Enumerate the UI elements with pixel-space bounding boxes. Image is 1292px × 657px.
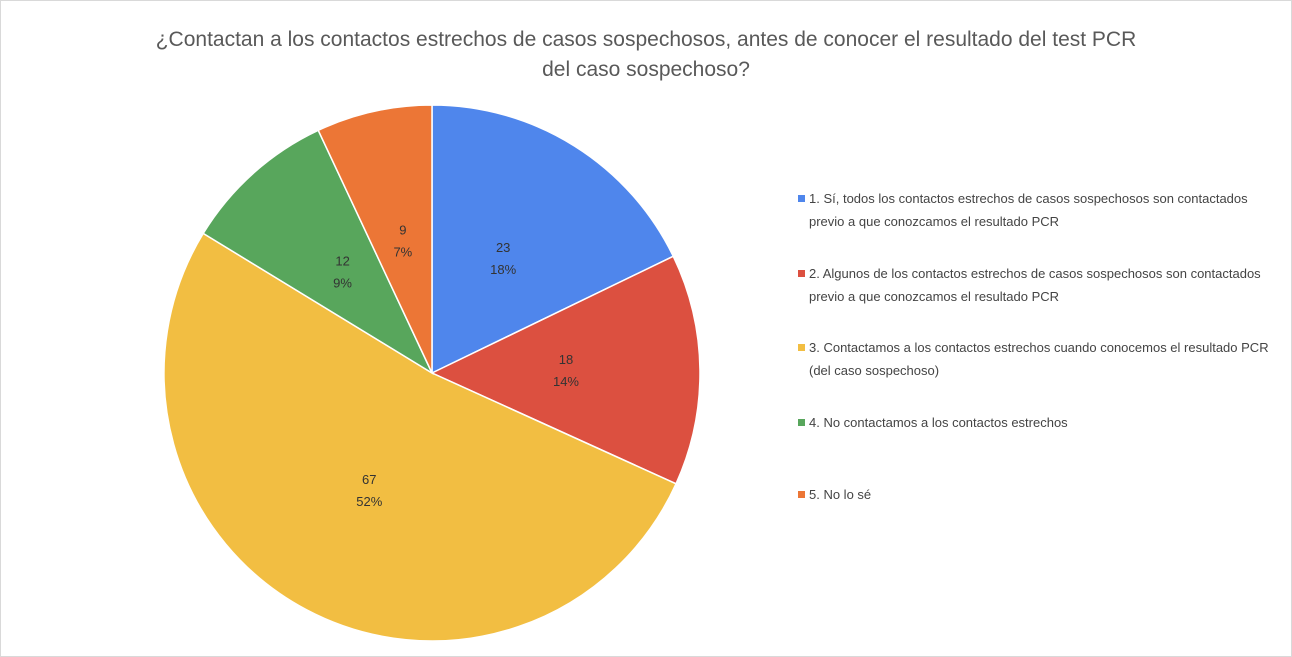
slice-value-label: 9 bbox=[399, 223, 406, 238]
slice-percent-label: 7% bbox=[393, 245, 412, 260]
legend-label: 4. No contactamos a los contactos estrec… bbox=[809, 415, 1068, 430]
legend-item: 1. Sí, todos los contactos estrechos de … bbox=[798, 187, 1278, 233]
pie-slice bbox=[431, 104, 675, 375]
legend-swatch bbox=[798, 491, 805, 498]
legend-swatch bbox=[798, 419, 805, 426]
slice-percent-label: 18% bbox=[490, 262, 516, 277]
pie-slice bbox=[202, 129, 434, 375]
chart-title: ¿Contactan a los contactos estrechos de … bbox=[155, 28, 1137, 81]
slice-percent-label: 14% bbox=[553, 374, 579, 389]
legend-label: 3. Contactamos a los contactos estrechos… bbox=[809, 340, 1269, 378]
slice-percent-label: 52% bbox=[356, 494, 382, 509]
legend-label: 5. No lo sé bbox=[809, 487, 872, 502]
legend-swatch bbox=[798, 344, 805, 351]
legend-label: 1. Sí, todos los contactos estrechos de … bbox=[809, 191, 1248, 229]
legend-swatch bbox=[798, 195, 805, 202]
legend-item: 4. No contactamos a los contactos estrec… bbox=[798, 411, 1068, 434]
slice-value-label: 23 bbox=[496, 240, 510, 255]
slice-value-label: 67 bbox=[362, 472, 376, 487]
legend-label: 2. Algunos de los contactos estrechos de… bbox=[809, 266, 1261, 304]
legend-item: 2. Algunos de los contactos estrechos de… bbox=[798, 262, 1278, 308]
slice-percent-label: 9% bbox=[333, 276, 352, 291]
slice-value-label: 12 bbox=[335, 254, 349, 269]
pie-slice bbox=[430, 255, 701, 485]
legend-swatch bbox=[798, 270, 805, 277]
pie-slice bbox=[163, 232, 678, 642]
legend-item: 3. Contactamos a los contactos estrechos… bbox=[798, 336, 1278, 382]
slice-value-label: 18 bbox=[559, 352, 573, 367]
pie-slice bbox=[317, 104, 433, 374]
legend-item: 5. No lo sé bbox=[798, 483, 871, 506]
